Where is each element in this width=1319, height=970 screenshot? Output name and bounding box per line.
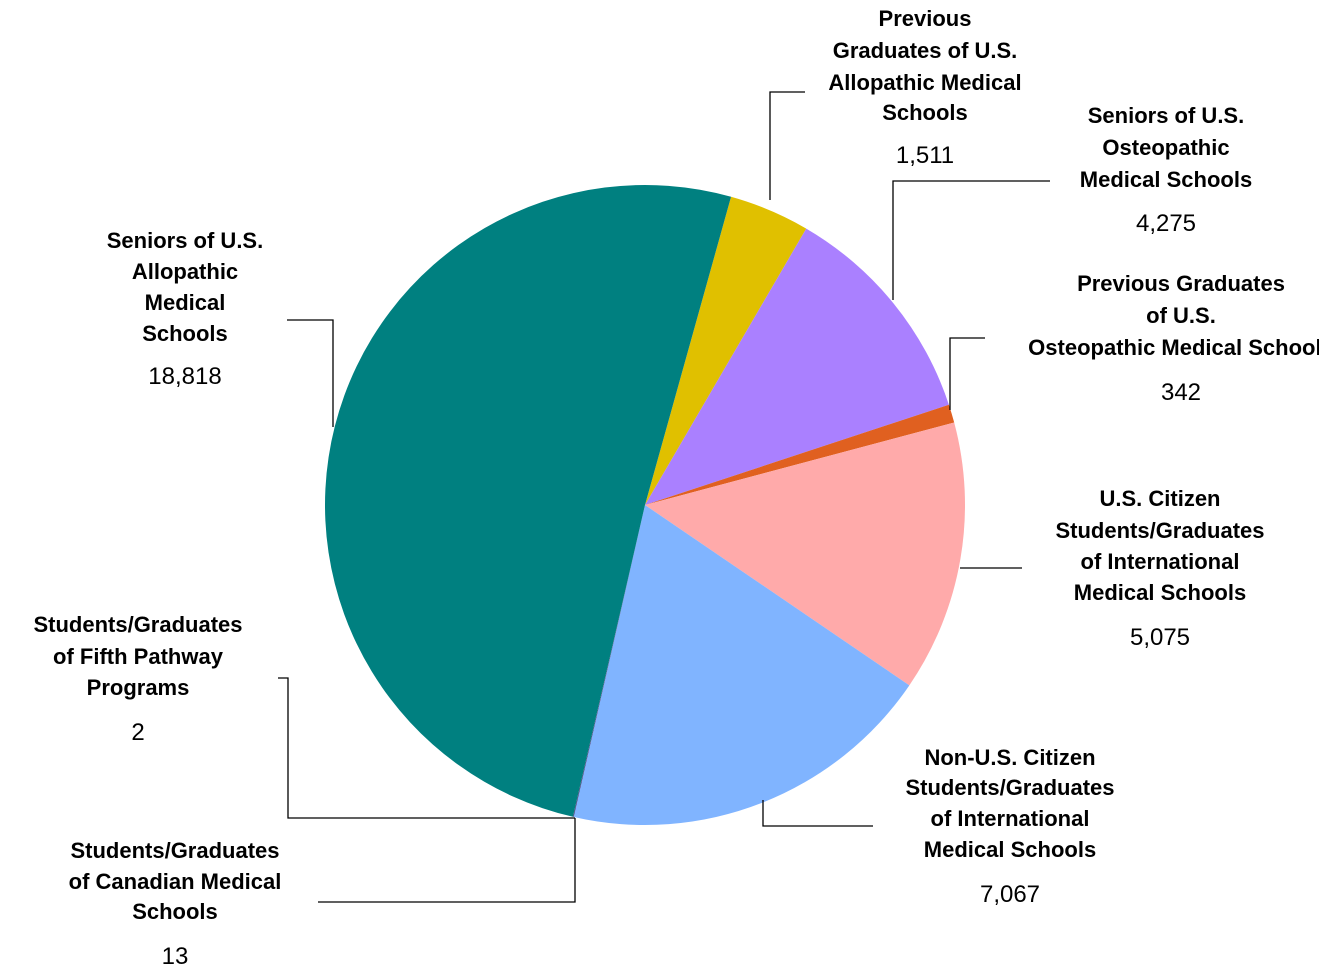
slice-label: Students/Graduates of Canadian Medical Sch… [69, 838, 282, 924]
pie-slice [645, 422, 965, 686]
leader-line [949, 337, 985, 410]
value-label: 7,067 [980, 881, 1040, 908]
pie-slice [573, 505, 645, 817]
value-label: 4,275 [1136, 210, 1196, 237]
value-label: 2 [131, 719, 144, 746]
leader-line [892, 180, 1050, 300]
value-label: 13 [162, 943, 189, 970]
value-label: 5,075 [1130, 624, 1190, 651]
value-label: 342 [1161, 379, 1201, 406]
leader-line [287, 319, 334, 427]
value-label: 1,511 [896, 142, 954, 169]
pie-slice [645, 228, 949, 505]
leader-line [278, 677, 575, 819]
pie-slice [572, 505, 645, 817]
leader-line [769, 91, 805, 200]
slice-label: U.S. Citizen Students/Graduates of Interna… [1055, 486, 1264, 605]
slice-label: Previous Graduates of U.S. Allopathic Medi… [828, 6, 1021, 125]
pie-slice [573, 505, 910, 825]
leader-line [318, 818, 576, 903]
slice-label: Seniors of U.S. Osteopathic Medical School… [1080, 103, 1252, 192]
pie-slice [645, 196, 807, 506]
value-label: 18,818 [148, 363, 221, 390]
slice-label: Seniors of U.S. Allopathic Medical Schools [107, 228, 263, 346]
pie-slice [324, 184, 732, 817]
pie-slice [645, 404, 955, 505]
slice-label: Previous Graduates of U.S. Osteopathic Med… [1028, 271, 1319, 360]
slice-label: Students/Graduates of Fifth Pathway Progra… [33, 612, 242, 700]
leader-line [762, 800, 873, 827]
slice-label: Non-U.S. Citizen Students/Graduates of Int… [905, 745, 1114, 862]
